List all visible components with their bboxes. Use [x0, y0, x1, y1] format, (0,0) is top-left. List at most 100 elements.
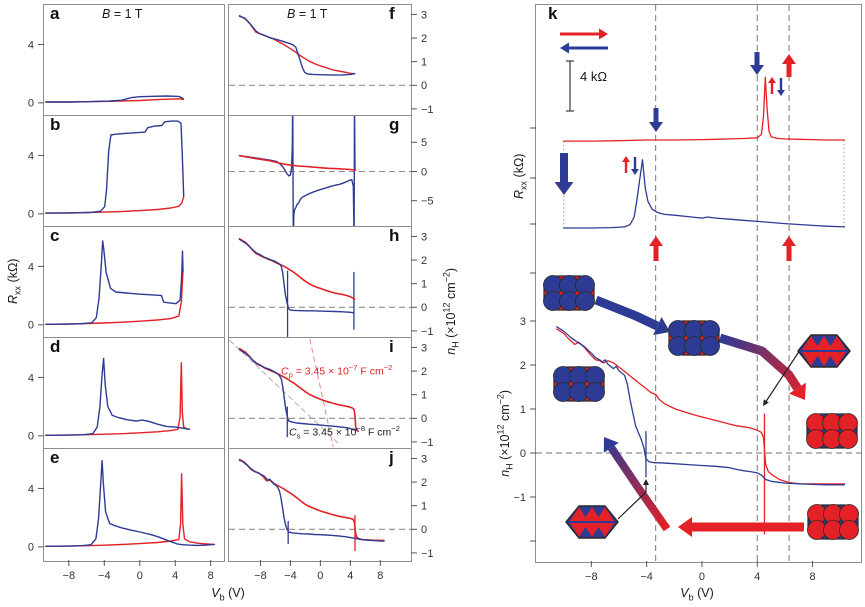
svg-text:−8: −8 [254, 570, 267, 582]
panel-f: 3 2 1 0 −1 f B = 1 T [228, 4, 434, 118]
panel-h: 3 2 1 0 −1 h [228, 226, 434, 340]
svg-text:3: 3 [421, 342, 427, 354]
svg-text:0: 0 [421, 80, 427, 92]
svg-text:−5: −5 [421, 196, 434, 208]
svg-text:2: 2 [520, 360, 526, 372]
domain-balanced-hex-right [797, 334, 851, 368]
nh-axis-label-k: nH (×1012 cm−2) [495, 389, 515, 477]
svg-text:0: 0 [421, 166, 427, 178]
svg-text:4: 4 [347, 570, 353, 582]
chart-f: 3 2 1 0 −1 [229, 9, 434, 116]
chart-c: 40 [28, 240, 184, 332]
svg-text:0: 0 [28, 320, 34, 332]
chart-g: 5 0 −5 [229, 116, 434, 227]
svg-text:8: 8 [208, 570, 214, 582]
panel-i: 3 2 1 0 −1 i Cp = 3.45 × 10−7 F cm−2 Cs = 3.… [228, 337, 434, 451]
svg-text:2: 2 [421, 477, 427, 489]
vb-axis-label: Vb (V) [211, 586, 245, 603]
svg-text:4: 4 [172, 570, 178, 582]
svg-text:4: 4 [28, 483, 34, 495]
panel-letter-j: j [389, 448, 394, 467]
panel-k: 3 2 1 0 −1 −8 −4 0 4 8 k 4 kΩ [513, 4, 862, 583]
domain-mixed-center [668, 320, 720, 356]
svg-text:−4: −4 [98, 570, 111, 582]
svg-text:1: 1 [421, 279, 427, 291]
domain-mostly-red [806, 413, 858, 449]
chart-b: 40 [28, 120, 185, 221]
domain-mostly-blue-2 [553, 366, 605, 402]
chart-i: 3 2 1 0 −1 [229, 338, 434, 449]
svg-text:−4: −4 [640, 571, 653, 583]
svg-text:1: 1 [421, 57, 427, 69]
panel-letter-f: f [389, 4, 395, 23]
chart-k: 3 2 1 0 −1 −8 −4 0 4 8 [513, 5, 861, 583]
panel-j: 3 2 1 0 −1 −8 −4 0 4 8 j [228, 448, 434, 582]
domain-mostly-blue [543, 275, 595, 311]
svg-text:0: 0 [520, 448, 526, 460]
svg-text:2: 2 [421, 255, 427, 267]
svg-text:3: 3 [421, 453, 427, 465]
svg-text:1: 1 [520, 404, 526, 416]
chart-h: 3 2 1 0 −1 [229, 231, 434, 338]
svg-text:−8: −8 [585, 571, 598, 583]
panel-e: 4 0 −8 −4 0 4 8 e [28, 448, 225, 582]
panel-letter-e: e [50, 448, 60, 467]
panel-letter-d: d [50, 337, 61, 356]
svg-text:1: 1 [421, 390, 427, 402]
svg-text:−1: −1 [513, 492, 526, 504]
svg-text:4: 4 [28, 372, 34, 384]
vb-axis-label-k: Vb (V) [680, 586, 714, 603]
nh-axis-label: nH (×1012 cm−2) [441, 267, 461, 355]
svg-text:4: 4 [754, 571, 760, 583]
svg-text:2: 2 [421, 366, 427, 378]
panel-letter-g: g [389, 115, 400, 134]
svg-text:4: 4 [28, 261, 34, 273]
domain-balanced-hex-left [565, 505, 619, 539]
svg-text:3: 3 [421, 231, 427, 243]
rxx-axis-label: Rxx (kΩ) [5, 258, 23, 304]
svg-text:3: 3 [421, 9, 427, 21]
svg-text:0: 0 [421, 524, 427, 536]
svg-text:2: 2 [421, 33, 427, 45]
svg-text:−1: −1 [421, 437, 434, 449]
chart-j: 3 2 1 0 −1 −8 −4 0 4 8 [229, 453, 434, 582]
chart-d: 40 [28, 357, 191, 443]
capacitance-annotation-black: Cs = 3.45 × 10−8 F cm−2 [289, 424, 400, 441]
domain-mostly-red-2 [807, 504, 859, 540]
svg-text:0: 0 [137, 570, 143, 582]
field-annotation-2: B = 1 T [287, 7, 328, 21]
svg-text:1: 1 [421, 501, 427, 513]
svg-text:0: 0 [421, 302, 427, 314]
panel-letter-k: k [548, 4, 558, 23]
rxx-var: R [5, 294, 20, 304]
panel-letter-b: b [50, 115, 61, 134]
field-annotation: B = 1 T [102, 7, 143, 21]
rxx-axis-label-k: Rxx (kΩ) [511, 153, 529, 199]
svg-text:8: 8 [810, 571, 816, 583]
svg-text:3: 3 [520, 316, 526, 328]
svg-text:0: 0 [699, 571, 705, 583]
svg-text:−1: −1 [421, 548, 434, 560]
svg-text:−8: −8 [63, 570, 76, 582]
capacitance-annotation-red: Cp = 3.45 × 10−7 F cm−2 [281, 363, 393, 380]
svg-text:0: 0 [28, 98, 34, 110]
panel-letter-c: c [50, 226, 60, 245]
svg-text:0: 0 [28, 542, 34, 554]
svg-text:5: 5 [421, 137, 427, 149]
svg-text:−4: −4 [284, 570, 297, 582]
svg-text:8: 8 [377, 570, 383, 582]
svg-text:4: 4 [28, 150, 34, 162]
panel-letter-h: h [389, 226, 400, 245]
svg-text:−1: −1 [421, 104, 434, 116]
svg-text:0: 0 [317, 570, 323, 582]
panel-letter-a: a [50, 4, 60, 23]
svg-text:−1: −1 [421, 326, 434, 338]
chart-a: 40 [28, 39, 184, 110]
svg-text:0: 0 [28, 431, 34, 443]
chart-e: 4 0 −8 −4 0 4 8 [28, 459, 215, 582]
panel-letter-i: i [389, 337, 394, 356]
scalebar-label: 4 kΩ [580, 69, 608, 84]
